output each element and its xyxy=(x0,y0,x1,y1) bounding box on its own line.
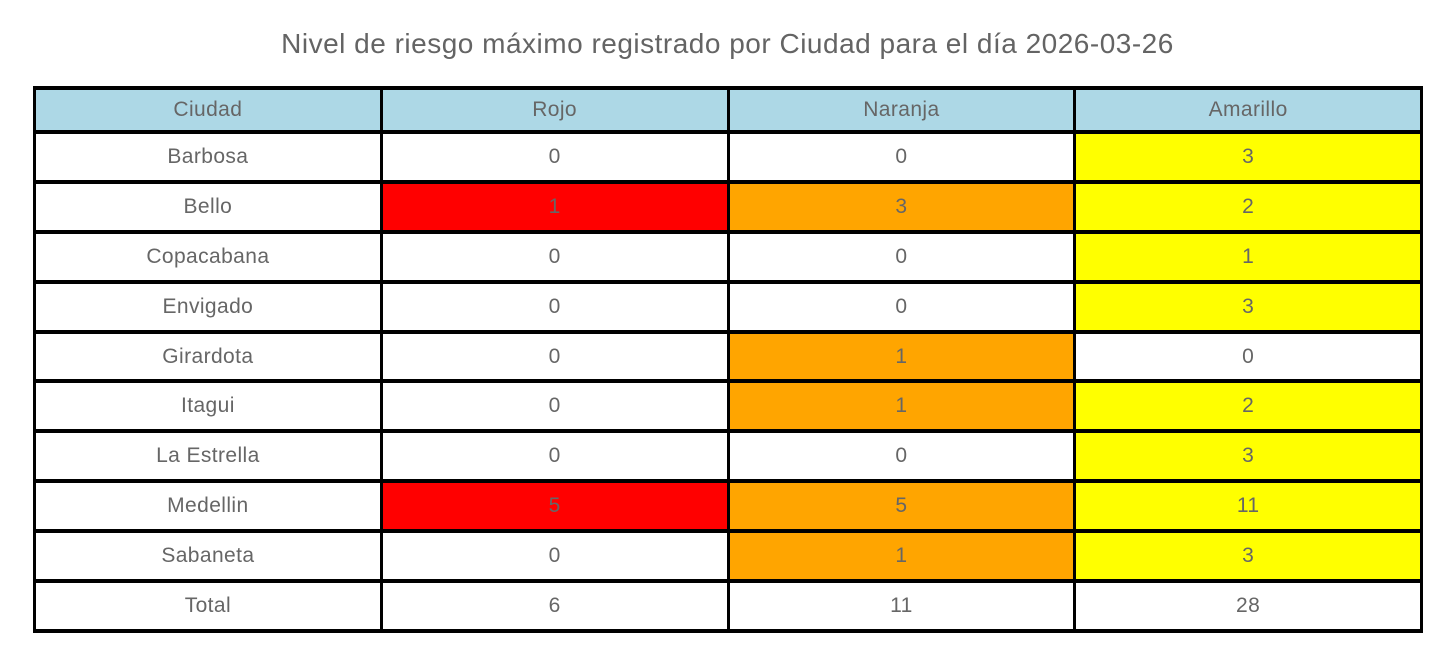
city-cell: Envigado xyxy=(33,279,383,334)
value-cell: 0 xyxy=(379,529,730,584)
value-cell: 3 xyxy=(726,179,1077,234)
value-cell: 0 xyxy=(379,429,730,484)
header-cell-amarillo: Amarillo xyxy=(1073,86,1423,134)
value-cell: 1 xyxy=(379,179,730,234)
city-cell: Barbosa xyxy=(33,130,383,184)
table-row: La Estrella 0 0 3 xyxy=(33,429,1423,484)
value-cell: 0 xyxy=(726,279,1077,334)
table-row: Total 6 11 28 xyxy=(33,579,1423,633)
table-row: Copacabana 0 0 1 xyxy=(33,229,1423,284)
header-row: Ciudad Rojo Naranja Amarillo xyxy=(33,86,1423,134)
value-cell: 2 xyxy=(1073,379,1423,434)
header-cell-naranja: Naranja xyxy=(726,86,1077,134)
value-cell: 0 xyxy=(379,329,730,384)
value-cell: 0 xyxy=(379,229,730,284)
table-row: Bello 1 3 2 xyxy=(33,179,1423,234)
value-cell: 0 xyxy=(1073,329,1423,384)
city-cell: Copacabana xyxy=(33,229,383,284)
value-cell: 5 xyxy=(379,479,730,534)
city-cell: Bello xyxy=(33,179,383,234)
header-cell-ciudad: Ciudad xyxy=(33,86,383,134)
city-cell: Total xyxy=(33,579,383,633)
city-cell: Itagui xyxy=(33,379,383,434)
risk-table-header: Ciudad Rojo Naranja Amarillo xyxy=(33,86,1423,134)
value-cell: 2 xyxy=(1073,179,1423,234)
risk-table-body: Barbosa 0 0 3 Bello 1 3 2 Copacabana 0 0 1 Envigado 0… xyxy=(33,130,1423,633)
table-row: Barbosa 0 0 3 xyxy=(33,130,1423,184)
table-row: Envigado 0 0 3 xyxy=(33,279,1423,334)
city-cell: Sabaneta xyxy=(33,529,383,584)
value-cell: 1 xyxy=(1073,229,1423,284)
value-cell: 0 xyxy=(379,279,730,334)
table-row: Sabaneta 0 1 3 xyxy=(33,529,1423,584)
value-cell: 11 xyxy=(726,579,1077,633)
value-cell: 11 xyxy=(1073,479,1423,534)
value-cell: 0 xyxy=(379,379,730,434)
table-row: Medellin 5 5 11 xyxy=(33,479,1423,534)
risk-table: Ciudad Rojo Naranja Amarillo Barbosa 0 0 3 B… xyxy=(33,86,1423,633)
value-cell: 6 xyxy=(379,579,730,633)
value-cell: 1 xyxy=(726,379,1077,434)
value-cell: 0 xyxy=(726,429,1077,484)
city-cell: La Estrella xyxy=(33,429,383,484)
table-row: Itagui 0 1 2 xyxy=(33,379,1423,434)
table-row: Girardota 0 1 0 xyxy=(33,329,1423,384)
value-cell: 5 xyxy=(726,479,1077,534)
value-cell: 1 xyxy=(726,329,1077,384)
value-cell: 0 xyxy=(379,130,730,184)
city-cell: Girardota xyxy=(33,329,383,384)
value-cell: 1 xyxy=(726,529,1077,584)
value-cell: 3 xyxy=(1073,529,1423,584)
city-cell: Medellin xyxy=(33,479,383,534)
value-cell: 0 xyxy=(726,229,1077,284)
value-cell: 3 xyxy=(1073,279,1423,334)
header-cell-rojo: Rojo xyxy=(379,86,730,134)
value-cell: 28 xyxy=(1073,579,1423,633)
value-cell: 0 xyxy=(726,130,1077,184)
value-cell: 3 xyxy=(1073,429,1423,484)
value-cell: 3 xyxy=(1073,130,1423,184)
chart-title: Nivel de riesgo máximo registrado por Ci… xyxy=(281,28,1174,59)
